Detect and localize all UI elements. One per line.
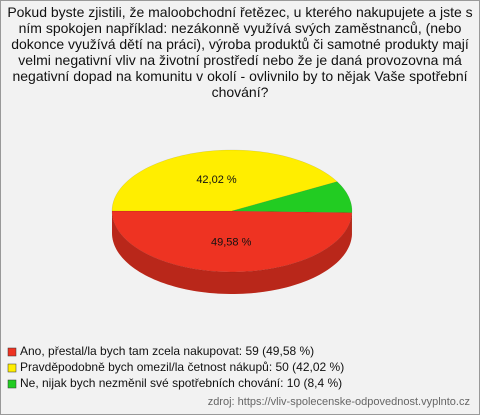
value-label: 42,02 %	[196, 174, 237, 186]
value-label: 49,58 %	[211, 237, 252, 249]
chart-title: Pokud byste zjistili, že maloobchodní ře…	[7, 4, 473, 100]
legend-swatch	[7, 379, 17, 389]
legend-label: Ano, přestal/la bych tam zcela nakupovat…	[20, 344, 314, 358]
slice	[231, 181, 353, 213]
slice-side	[112, 211, 352, 294]
source: zdroj: https://vliv-spolecenske-odpovedn…	[208, 396, 470, 408]
legend-swatch	[7, 347, 17, 357]
slice	[111, 210, 353, 273]
legend-label: Pravděpodobně bych omezil/la četnost nák…	[20, 360, 344, 374]
legend-label: Ne, nijak bych nezměnil své spotřebních …	[20, 376, 342, 390]
slice-side-shade	[112, 211, 352, 294]
slice	[111, 149, 338, 212]
legend-swatch	[7, 363, 17, 373]
